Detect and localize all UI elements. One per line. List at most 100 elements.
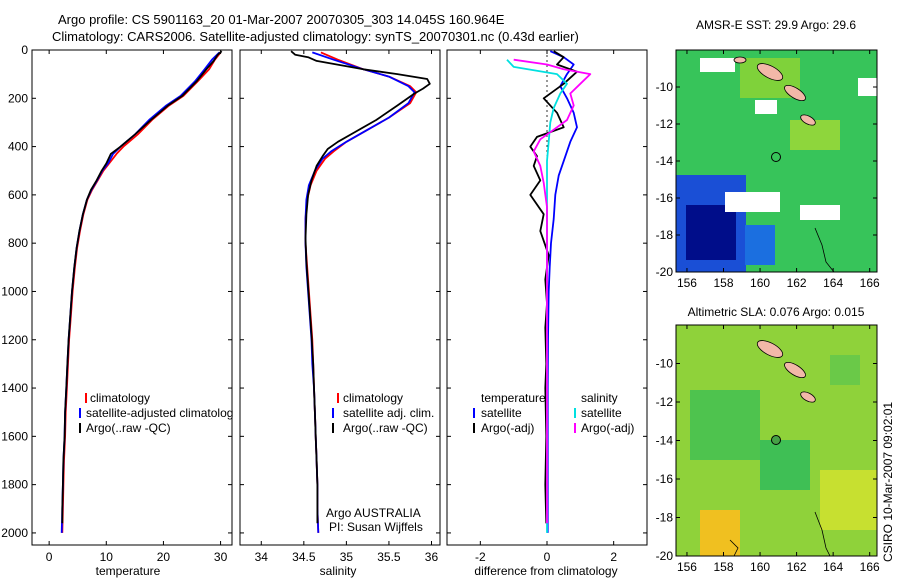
island: [784, 361, 806, 379]
sst-mask: [800, 205, 840, 220]
y-tick-label: 2000: [1, 526, 28, 540]
sla-patch: [820, 470, 877, 530]
y-tick-label: 200: [8, 91, 28, 105]
map-x-tick-label: 156: [677, 276, 697, 290]
temperature-xlabel: temperature: [96, 564, 161, 578]
map-y-tick-label: -18: [656, 511, 674, 525]
map-x-tick-label: 156: [677, 560, 697, 574]
temperature-legend: climatology satellite-adjusted climatolo…: [79, 391, 233, 435]
map-y-tick-label: -18: [656, 228, 674, 242]
y-tick-label: 1600: [1, 429, 28, 443]
map-x-tick-label: 162: [787, 560, 807, 574]
map-y-tick-label: -10: [656, 357, 674, 371]
legend-label-sal-satellite: satellite: [581, 406, 622, 420]
map-x-tick-label: 166: [860, 560, 880, 574]
legend-label-temp-argo: Argo(-adj): [481, 421, 534, 435]
x-tick-label: 0: [46, 550, 53, 564]
difference-panel: -2 0 2 difference from climatology tempera…: [446, 49, 648, 578]
y-tick-label: 600: [8, 188, 28, 202]
argo-location-marker: [771, 435, 781, 445]
series-argo-raw-qc: [290, 50, 431, 524]
sst-warm-patch: [790, 120, 840, 150]
sst-map-title: AMSR-E SST: 29.9 Argo: 29.6: [696, 18, 856, 32]
y-tick-label: 400: [8, 140, 28, 154]
map-y-tick-label: -14: [656, 154, 674, 168]
x-tick-label: -2: [475, 550, 486, 564]
legend-label-sal-argo: Argo(-adj): [581, 421, 634, 435]
legend-label-temp-satellite: satellite: [481, 406, 522, 420]
sst-mask: [858, 78, 877, 96]
map-x-tick-label: 166: [860, 276, 880, 290]
x-tick-label: 2: [610, 550, 617, 564]
salinity-panel: 34 34.5 35 35.5 36 salinity climatology sate…: [239, 49, 441, 578]
sla-patch: [690, 390, 760, 460]
header-line2: Climatology: CARS2006. Satellite-adjuste…: [52, 29, 579, 44]
series-salinity-argo-adj: [513, 58, 592, 524]
legend-label-argo: Argo(..raw -QC): [343, 421, 428, 435]
map-y-tick-label: -20: [656, 265, 674, 279]
x-tick-label: 30: [214, 550, 228, 564]
sla-patch: [830, 355, 860, 385]
x-tick-label: 34.5: [292, 550, 316, 564]
annotation-line2: PI: Susan Wijffels: [329, 520, 423, 534]
sla-map: Altimetric SLA: 0.076 Argo: 0.015 156 158…: [656, 305, 880, 574]
map-x-tick-label: 158: [713, 276, 733, 290]
sst-mask: [700, 58, 735, 72]
x-tick-label: 0: [544, 550, 551, 564]
sla-patch: [760, 440, 810, 490]
side-label: CSIRO 10-Mar-2007 09:02:01: [881, 402, 895, 562]
x-tick-label: 10: [100, 550, 114, 564]
sst-cool-patch: [745, 225, 775, 265]
legend-label-satellite: satellite adj. clim.: [343, 406, 434, 420]
legend-label-climatology: climatology: [343, 391, 403, 405]
series-argo-raw-qc: [61, 50, 223, 524]
map-x-tick-label: 160: [750, 560, 770, 574]
map-x-tick-label: 160: [750, 276, 770, 290]
map-y-tick-label: -16: [656, 472, 674, 486]
island: [756, 340, 784, 358]
salinity-xlabel: salinity: [320, 564, 357, 578]
map-y-tick-label: -12: [656, 117, 674, 131]
y-tick-label: 0: [21, 43, 28, 57]
x-tick-label: 35: [340, 550, 354, 564]
map-x-tick-label: 164: [823, 276, 843, 290]
map-y-tick-label: -20: [656, 549, 674, 563]
map-y-tick-label: -14: [656, 434, 674, 448]
y-tick-label: 1800: [1, 478, 28, 492]
y-tick-label: 800: [8, 236, 28, 250]
island: [800, 391, 816, 403]
annotation-line1: Argo AUSTRALIA: [326, 506, 421, 520]
header-line1: Argo profile: CS 5901163_20 01-Mar-2007 …: [58, 12, 505, 27]
island: [756, 63, 784, 81]
sst-cold-patch: [686, 205, 736, 260]
x-tick-label: 20: [157, 550, 171, 564]
difference-legend: temperature satellite Argo(-adj) salinit…: [473, 391, 634, 435]
map-y-tick-label: -12: [656, 395, 674, 409]
map-y-tick-label: -10: [656, 80, 674, 94]
x-tick-label: 36: [425, 550, 439, 564]
legend-heading-salinity: salinity: [581, 391, 618, 405]
timestamp-label: CSIRO 10-Mar-2007 09:02:01: [881, 402, 895, 562]
coastline: [814, 227, 835, 272]
argo-location-marker: [771, 152, 781, 162]
x-tick-label: 34: [255, 550, 269, 564]
coastline: [814, 511, 831, 556]
legend-heading-temperature: temperature: [481, 391, 546, 405]
difference-xlabel: difference from climatology: [474, 564, 617, 578]
temperature-panel: 0 10 20 30 0 200 400 600 800 1000 1200 1400 1600 1800…: [1, 43, 233, 578]
legend-label-argo: Argo(..raw -QC): [86, 421, 171, 435]
island: [784, 84, 806, 102]
y-tick-label: 1400: [1, 381, 28, 395]
x-tick-label: 35.5: [377, 550, 401, 564]
island: [733, 56, 747, 64]
island: [800, 114, 816, 126]
y-tick-label: 1000: [1, 284, 28, 298]
sla-patch: [700, 510, 740, 556]
sst-map: AMSR-E SST: 29.9 Argo: 29.6 156 158 160 162…: [656, 18, 880, 290]
coastline: [729, 539, 739, 556]
legend-label-climatology: climatology: [90, 391, 150, 405]
y-tick-label: 1200: [1, 333, 28, 347]
map-y-tick-label: -16: [656, 191, 674, 205]
sst-mask: [755, 100, 777, 114]
